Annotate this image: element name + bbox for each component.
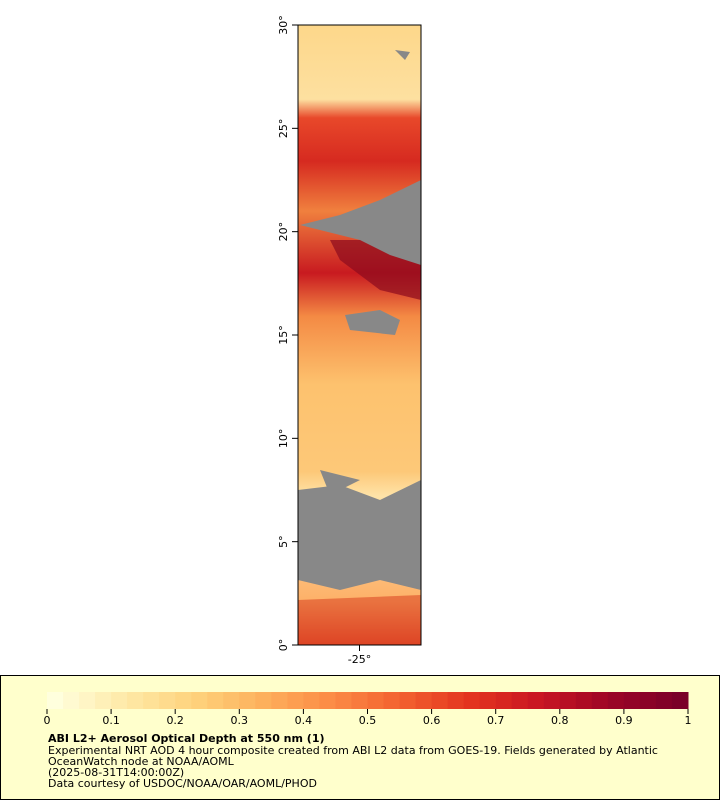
lat-tick-label: 25°: [277, 119, 290, 139]
colorbar-swatch: [671, 692, 689, 709]
lat-tick-label: 0°: [277, 639, 290, 652]
no-data: [395, 50, 410, 60]
lat-tick-label: 30°: [277, 15, 290, 35]
colorbar-tick-label: 0: [44, 714, 51, 727]
colorbar-swatch: [111, 692, 128, 709]
colorbar-swatch: [79, 692, 96, 709]
legend-title: ABI L2+ Aerosol Optical Depth at 550 nm …: [48, 732, 325, 745]
colorbar-tick-label: 0.2: [166, 714, 184, 727]
colorbar-swatch: [143, 692, 160, 709]
aerosol-south: [298, 595, 421, 645]
colorbar-swatch: [415, 692, 433, 709]
colorbar-swatch: [223, 692, 240, 709]
colorbar-swatch: [383, 692, 401, 709]
aod-map: [298, 25, 421, 645]
colorbar-swatch: [207, 692, 224, 709]
colorbar-swatch: [511, 692, 529, 709]
colorbar-tick-label: 0.6: [423, 714, 441, 727]
colorbar-swatch: [175, 692, 192, 709]
colorbar-swatch: [655, 692, 673, 709]
caption-line: (2025-08-31T14:00:00Z): [48, 766, 184, 779]
caption-line: OceanWatch node at NOAA/AOML: [48, 755, 235, 768]
colorbar-tick-label: 0.9: [615, 714, 633, 727]
colorbar-swatch: [495, 692, 513, 709]
no-data: [298, 480, 421, 590]
lat-tick-label: 15°: [277, 325, 290, 345]
colorbar-swatch: [367, 692, 385, 709]
colorbar-swatch: [191, 692, 208, 709]
colorbar-swatch: [447, 692, 465, 709]
colorbar: 0 0.1 0.2 0.3 0.4 0.5 0.6 0.7 0.8 0.9 1: [44, 692, 692, 727]
colorbar-swatch: [431, 692, 449, 709]
colorbar-swatch: [239, 692, 256, 709]
colorbar-swatch: [575, 692, 593, 709]
colorbar-swatch: [559, 692, 577, 709]
colorbar-swatch: [95, 692, 112, 709]
colorbar-swatch: [623, 692, 641, 709]
colorbar-swatch: [255, 692, 272, 709]
caption-line: Experimental NRT AOD 4 hour composite cr…: [48, 744, 658, 757]
colorbar-swatch: [607, 692, 625, 709]
colorbar-swatch: [399, 692, 417, 709]
lat-tick-label: 20°: [277, 222, 290, 242]
lat-tick-label: 10°: [277, 429, 290, 449]
colorbar-swatch: [335, 692, 352, 709]
colorbar-swatch: [479, 692, 497, 709]
colorbar-swatch: [159, 692, 176, 709]
colorbar-swatch: [63, 692, 80, 709]
lon-tick-label: -25°: [348, 653, 371, 666]
caption-line: Data courtesy of USDOC/NOAA/OAR/AOML/PHO…: [48, 777, 317, 790]
colorbar-swatch: [543, 692, 561, 709]
no-data: [300, 180, 421, 265]
colorbar-swatch: [639, 692, 657, 709]
no-data: [345, 310, 400, 335]
colorbar-tick-label: 1: [685, 714, 692, 727]
colorbar-tick-label: 0.4: [295, 714, 313, 727]
axes: 0° 5° 10° 15° 20° 25° 30° -25°: [277, 15, 371, 666]
colorbar-swatch: [463, 692, 481, 709]
colorbar-swatch: [591, 692, 609, 709]
colorbar-tick-label: 0.7: [487, 714, 505, 727]
colorbar-tick-label: 0.1: [102, 714, 120, 727]
colorbar-swatch: [271, 692, 288, 709]
colorbar-tick-label: 0.5: [359, 714, 377, 727]
colorbar-swatch: [303, 692, 320, 709]
colorbar-swatch: [47, 692, 64, 709]
colorbar-swatch: [351, 692, 368, 709]
no-data: [320, 470, 360, 495]
colorbar-swatch: [127, 692, 144, 709]
colorbar-tick-label: 0.3: [231, 714, 249, 727]
lat-tick-label: 5°: [277, 535, 290, 548]
colorbar-swatch: [287, 692, 304, 709]
colorbar-swatch: [319, 692, 336, 709]
colorbar-tick-label: 0.8: [551, 714, 569, 727]
colorbar-swatch: [527, 692, 545, 709]
